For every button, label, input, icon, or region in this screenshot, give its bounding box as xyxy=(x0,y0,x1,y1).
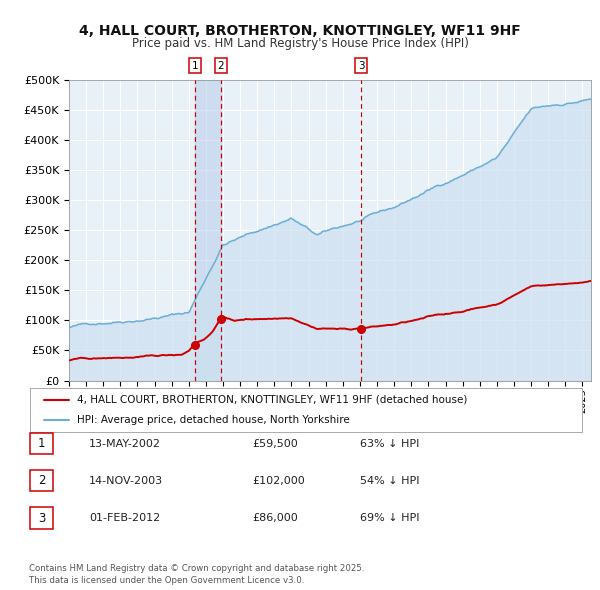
Text: 54% ↓ HPI: 54% ↓ HPI xyxy=(360,476,419,486)
Text: 63% ↓ HPI: 63% ↓ HPI xyxy=(360,439,419,448)
FancyBboxPatch shape xyxy=(30,388,582,432)
Text: 1: 1 xyxy=(38,437,45,450)
Text: 13-MAY-2002: 13-MAY-2002 xyxy=(89,439,161,448)
Text: £59,500: £59,500 xyxy=(252,439,298,448)
Text: £86,000: £86,000 xyxy=(252,513,298,523)
Text: 14-NOV-2003: 14-NOV-2003 xyxy=(89,476,163,486)
FancyBboxPatch shape xyxy=(30,433,53,454)
Text: £102,000: £102,000 xyxy=(252,476,305,486)
Text: 3: 3 xyxy=(38,512,45,525)
Text: 4, HALL COURT, BROTHERTON, KNOTTINGLEY, WF11 9HF (detached house): 4, HALL COURT, BROTHERTON, KNOTTINGLEY, … xyxy=(77,395,467,405)
FancyBboxPatch shape xyxy=(30,470,53,491)
Text: Price paid vs. HM Land Registry's House Price Index (HPI): Price paid vs. HM Land Registry's House … xyxy=(131,37,469,50)
Text: 4, HALL COURT, BROTHERTON, KNOTTINGLEY, WF11 9HF: 4, HALL COURT, BROTHERTON, KNOTTINGLEY, … xyxy=(79,24,521,38)
Text: HPI: Average price, detached house, North Yorkshire: HPI: Average price, detached house, Nort… xyxy=(77,415,350,425)
Text: 1: 1 xyxy=(192,61,199,71)
Bar xyxy=(195,80,221,381)
Text: 2: 2 xyxy=(38,474,45,487)
Text: 69% ↓ HPI: 69% ↓ HPI xyxy=(360,513,419,523)
Text: Contains HM Land Registry data © Crown copyright and database right 2025.
This d: Contains HM Land Registry data © Crown c… xyxy=(29,564,364,585)
Text: 01-FEB-2012: 01-FEB-2012 xyxy=(89,513,160,523)
Text: 3: 3 xyxy=(358,61,365,71)
Text: 2: 2 xyxy=(217,61,224,71)
FancyBboxPatch shape xyxy=(30,507,53,529)
